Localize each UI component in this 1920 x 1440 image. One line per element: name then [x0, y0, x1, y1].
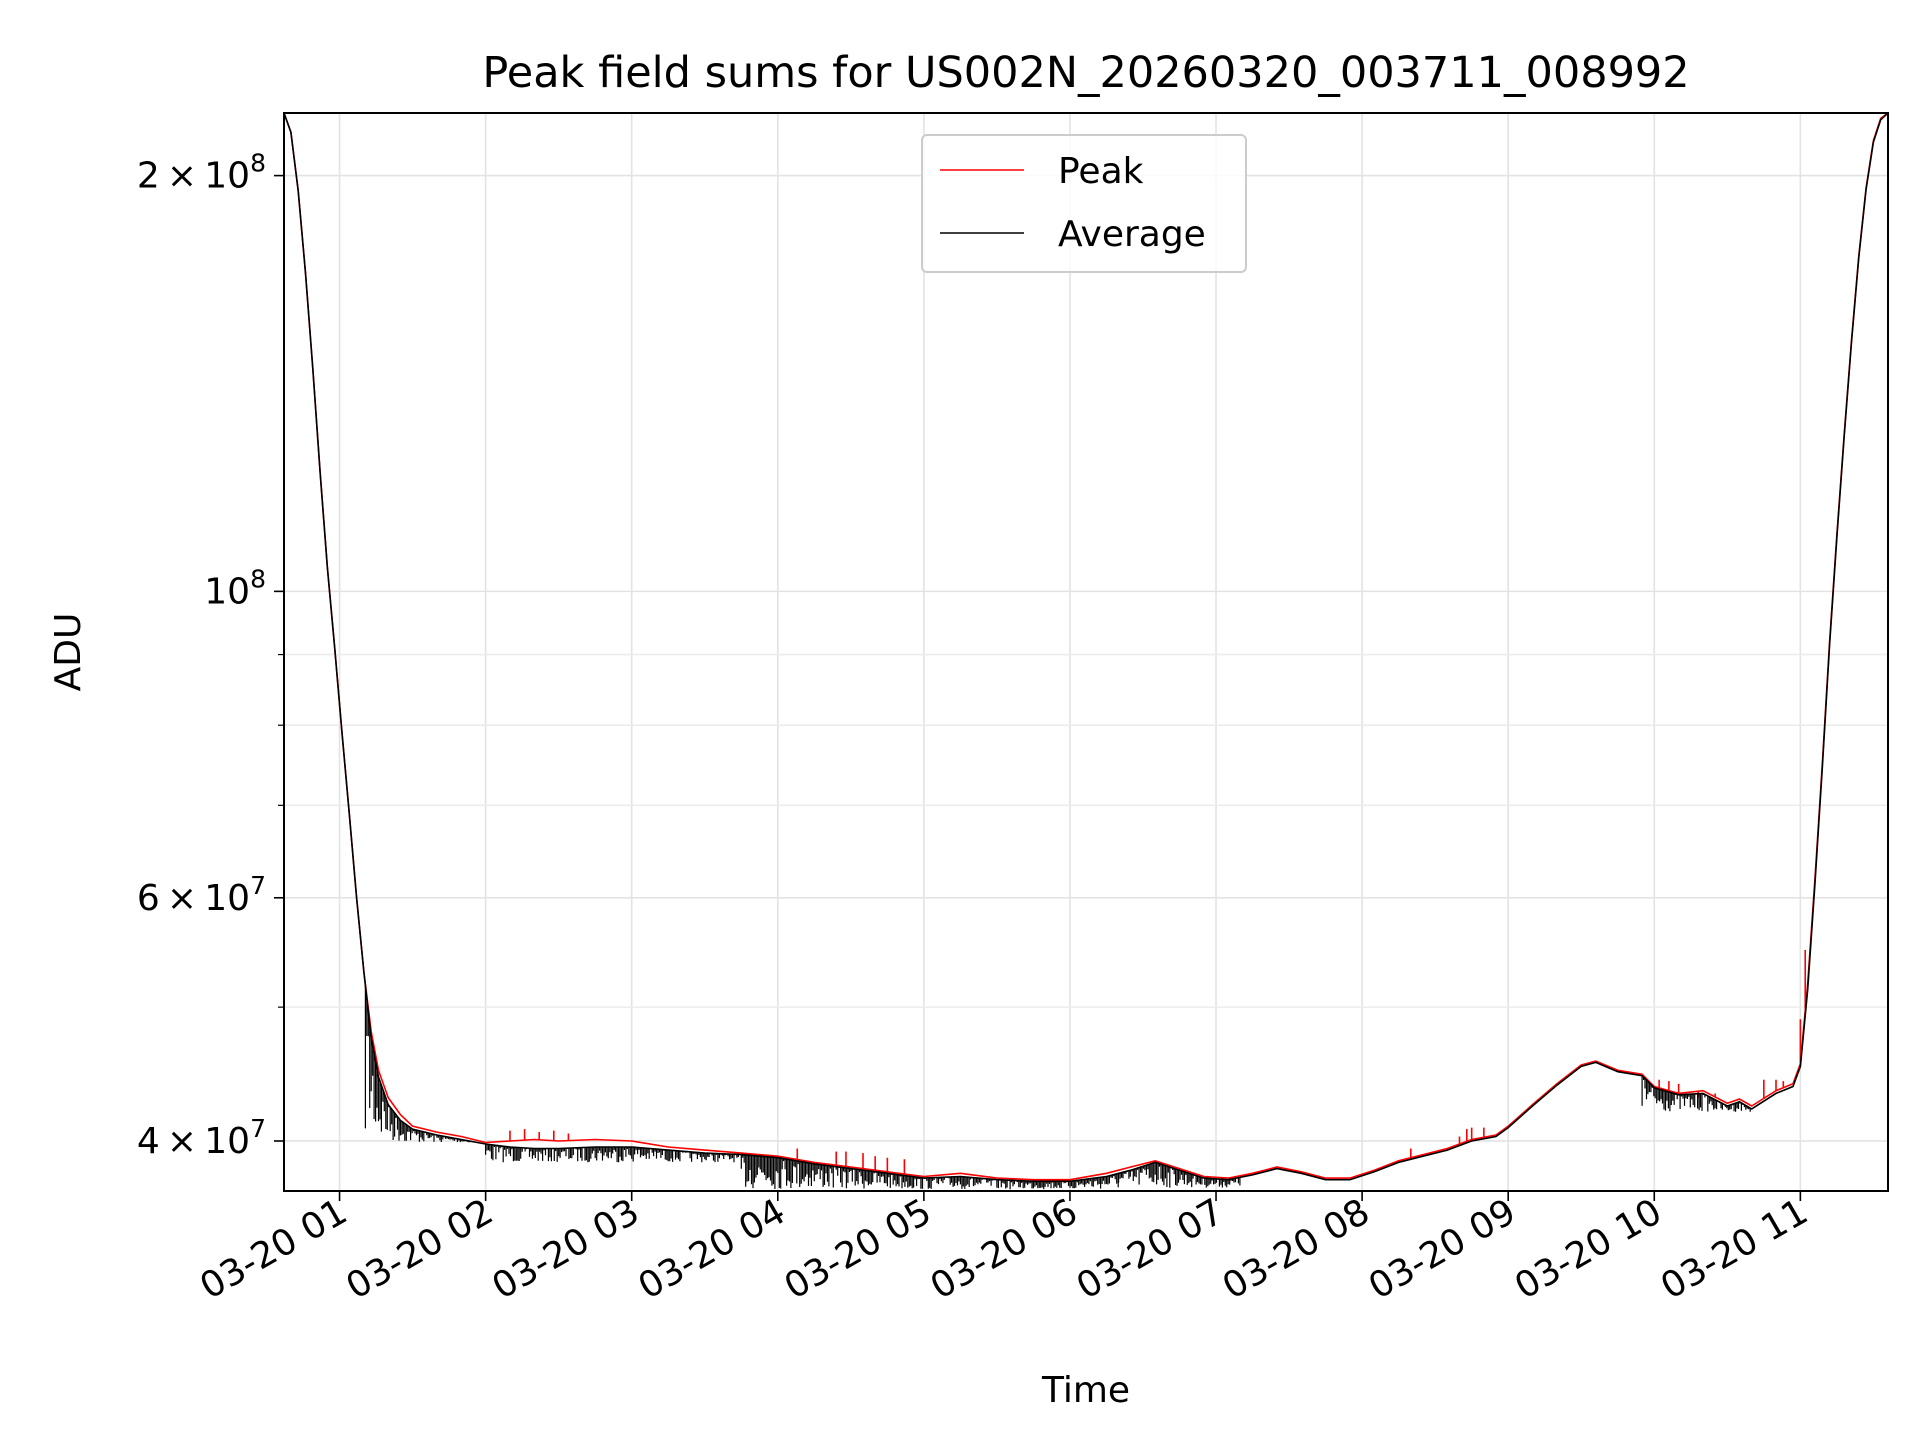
legend-label-peak: Peak	[1058, 151, 1144, 192]
y-tick-label: 2 × 108	[137, 149, 266, 197]
chart-title: Peak field sums for US002N_20260320_0037…	[482, 48, 1689, 98]
plot-frame	[283, 112, 1889, 1192]
x-axis-label: Time	[1041, 1370, 1130, 1411]
y-axis-label: ADU	[48, 613, 89, 692]
plot-series	[284, 113, 1888, 1190]
average-noise	[1118, 1162, 1241, 1188]
legend-label-average: Average	[1058, 214, 1206, 255]
y-tick-label: 4 × 107	[137, 1114, 266, 1162]
y-tick-label: 6 × 107	[137, 871, 266, 919]
average-noise	[364, 984, 475, 1143]
average-noise	[1641, 1075, 1751, 1112]
y-axis: 4 × 107 6 × 107 108 2 × 108	[137, 149, 284, 1162]
series-line-peak	[284, 113, 1888, 1181]
y-tick-label: 108	[204, 564, 266, 612]
legend: Peak Average	[921, 134, 1247, 273]
average-noise	[485, 1144, 742, 1163]
average-noise	[740, 1154, 1119, 1190]
